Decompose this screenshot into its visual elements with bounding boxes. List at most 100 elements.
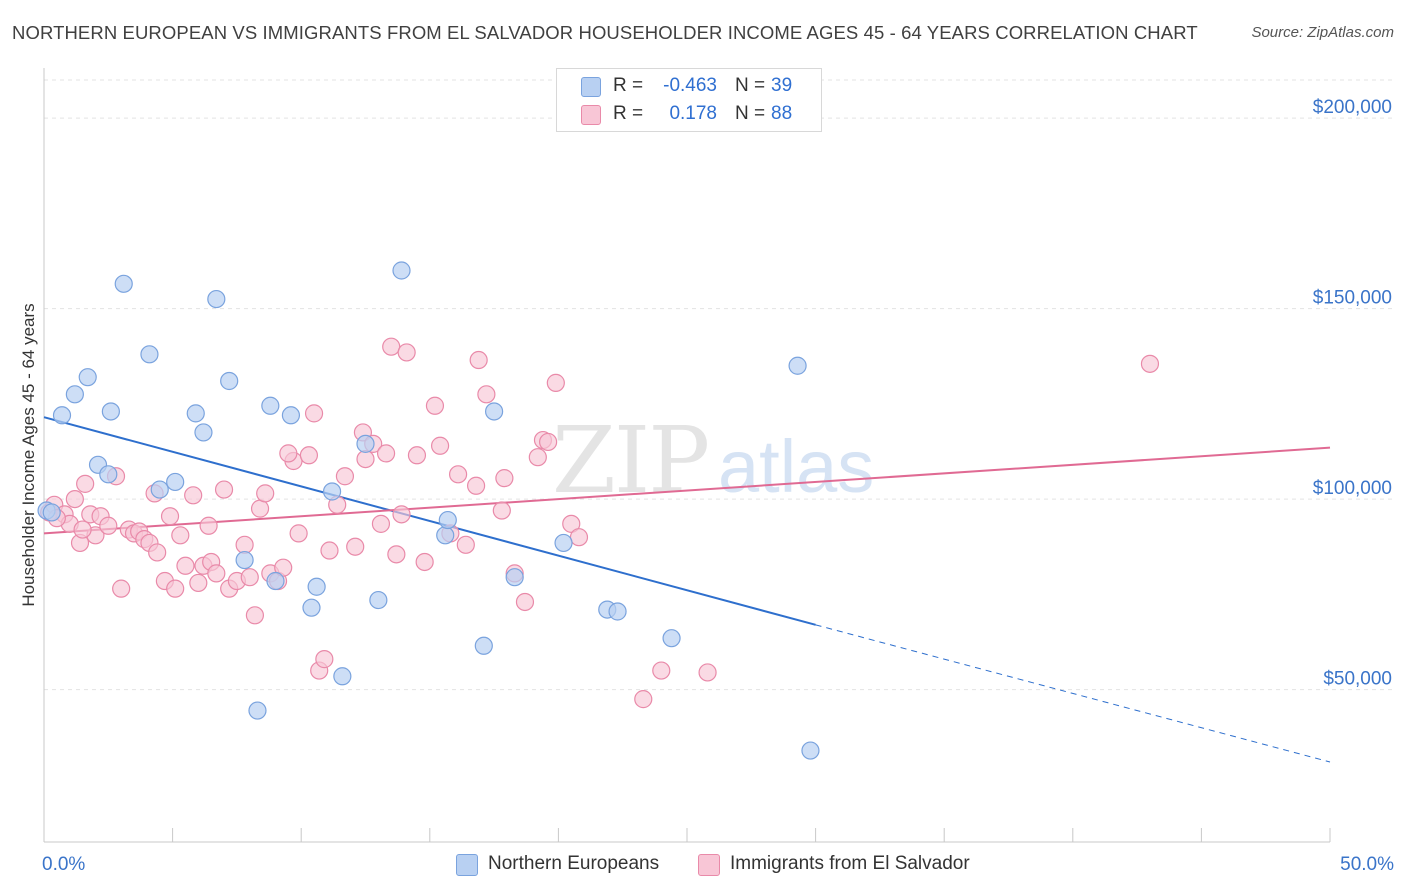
- point-immigrants-el-salvador: [207, 564, 226, 583]
- point-immigrants-el-salvador: [148, 543, 167, 562]
- point-immigrants-el-salvador: [425, 396, 445, 415]
- trend-lines: [43, 416, 1331, 763]
- point-northern-europeans: [608, 602, 627, 621]
- point-immigrants-el-salvador: [235, 535, 254, 554]
- trend-line-immigrants-el-salvador: [43, 446, 1331, 535]
- point-immigrants-el-salvador: [171, 526, 190, 545]
- point-immigrants-el-salvador: [448, 465, 468, 484]
- point-northern-europeans: [78, 368, 97, 387]
- legend-swatch-blue: [456, 854, 478, 876]
- point-northern-europeans: [801, 741, 820, 760]
- point-immigrants-el-salvador: [76, 474, 95, 493]
- point-immigrants-el-salvador: [320, 541, 339, 560]
- point-northern-europeans: [392, 261, 411, 280]
- point-immigrants-el-salvador: [240, 568, 259, 587]
- watermark: ZIP atlas: [552, 407, 874, 514]
- point-northern-europeans: [207, 289, 226, 309]
- point-northern-europeans: [281, 406, 301, 425]
- point-northern-europeans: [65, 385, 84, 404]
- point-northern-europeans: [99, 465, 118, 484]
- point-immigrants-el-salvador: [99, 516, 118, 535]
- x-tick-label: 0.0%: [42, 854, 85, 875]
- point-immigrants-el-salvador: [65, 490, 84, 509]
- chart-title: NORTHERN EUROPEAN VS IMMIGRANTS FROM EL …: [12, 22, 1198, 43]
- series-northern-europeans: [37, 261, 820, 760]
- point-northern-europeans: [369, 590, 388, 610]
- point-northern-europeans: [307, 577, 326, 596]
- point-northern-europeans: [235, 550, 254, 570]
- point-immigrants-el-salvador: [376, 444, 396, 463]
- point-immigrants-el-salvador: [289, 524, 308, 543]
- point-immigrants-el-salvador: [456, 535, 475, 554]
- point-immigrants-el-salvador: [466, 476, 486, 495]
- point-immigrants-el-salvador: [495, 469, 514, 488]
- legend-label: Immigrants from El Salvador: [730, 853, 970, 874]
- x-tick-label: 50.0%: [1340, 854, 1394, 875]
- point-immigrants-el-salvador: [634, 690, 653, 709]
- point-immigrants-el-salvador: [279, 444, 298, 463]
- point-northern-europeans: [554, 533, 573, 553]
- point-northern-europeans: [52, 406, 72, 425]
- point-immigrants-el-salvador: [539, 432, 558, 452]
- point-northern-europeans: [474, 636, 493, 655]
- axes: [43, 68, 1331, 843]
- point-immigrants-el-salvador: [73, 520, 92, 539]
- point-northern-europeans: [261, 396, 280, 415]
- series-legend: Northern Europeans Immigrants from El Sa…: [0, 852, 1406, 876]
- trend-line-northern-europeans-extension: [815, 624, 1331, 763]
- legend-r-label: R =: [613, 103, 644, 124]
- point-immigrants-el-salvador: [397, 343, 416, 362]
- point-immigrants-el-salvador: [160, 507, 180, 526]
- point-immigrants-el-salvador: [315, 650, 334, 669]
- y-tick-label: $100,000: [1313, 478, 1392, 499]
- point-immigrants-el-salvador: [274, 558, 293, 577]
- point-immigrants-el-salvador: [245, 606, 265, 625]
- series-immigrants-el-salvador: [40, 337, 1160, 709]
- point-immigrants-el-salvador: [407, 446, 427, 465]
- point-immigrants-el-salvador: [569, 528, 589, 547]
- point-northern-europeans: [42, 503, 61, 522]
- point-immigrants-el-salvador: [299, 446, 319, 465]
- point-immigrants-el-salvador: [199, 516, 218, 535]
- point-northern-europeans: [505, 568, 524, 587]
- point-immigrants-el-salvador: [477, 385, 496, 404]
- legend-r-label: R =: [613, 75, 644, 96]
- point-immigrants-el-salvador: [430, 436, 450, 455]
- point-northern-europeans: [788, 356, 807, 375]
- point-northern-europeans: [248, 701, 267, 720]
- legend-n-label: N =: [735, 103, 766, 124]
- source-label: Source: ZipAtlas.com: [1251, 24, 1394, 41]
- point-immigrants-el-salvador: [387, 545, 406, 564]
- legend-label: Northern Europeans: [488, 853, 660, 874]
- point-immigrants-el-salvador: [214, 480, 234, 499]
- legend-n-value: 88: [771, 103, 793, 124]
- point-immigrants-el-salvador: [1140, 354, 1160, 373]
- point-immigrants-el-salvador: [304, 404, 324, 423]
- legend-n-label: N =: [735, 75, 766, 96]
- point-immigrants-el-salvador: [469, 350, 488, 370]
- point-northern-europeans: [140, 345, 159, 364]
- legend-swatch-blue: [581, 77, 601, 97]
- point-northern-europeans: [485, 402, 504, 421]
- point-immigrants-el-salvador: [528, 448, 547, 467]
- y-axis-label: Householder Income Ages 45 - 64 years: [19, 303, 38, 606]
- point-northern-europeans: [266, 571, 285, 591]
- legend-r-value: 0.178: [669, 103, 717, 124]
- legend-n-value: 39: [771, 75, 793, 96]
- point-northern-europeans: [322, 482, 342, 501]
- point-immigrants-el-salvador: [392, 505, 411, 524]
- point-immigrants-el-salvador: [546, 373, 565, 392]
- trend-line-northern-europeans: [43, 416, 816, 626]
- point-immigrants-el-salvador: [382, 337, 401, 356]
- point-northern-europeans: [150, 480, 169, 499]
- point-immigrants-el-salvador: [415, 552, 434, 572]
- point-immigrants-el-salvador: [184, 486, 203, 505]
- y-tick-label: $200,000: [1313, 97, 1392, 118]
- point-northern-europeans: [101, 402, 120, 421]
- point-immigrants-el-salvador: [112, 579, 131, 598]
- stats-legend: R = -0.463 N = 39 R = 0.178 N = 88: [556, 68, 822, 132]
- point-northern-europeans: [194, 423, 213, 442]
- legend-swatch-pink: [698, 854, 720, 876]
- point-immigrants-el-salvador: [515, 592, 535, 612]
